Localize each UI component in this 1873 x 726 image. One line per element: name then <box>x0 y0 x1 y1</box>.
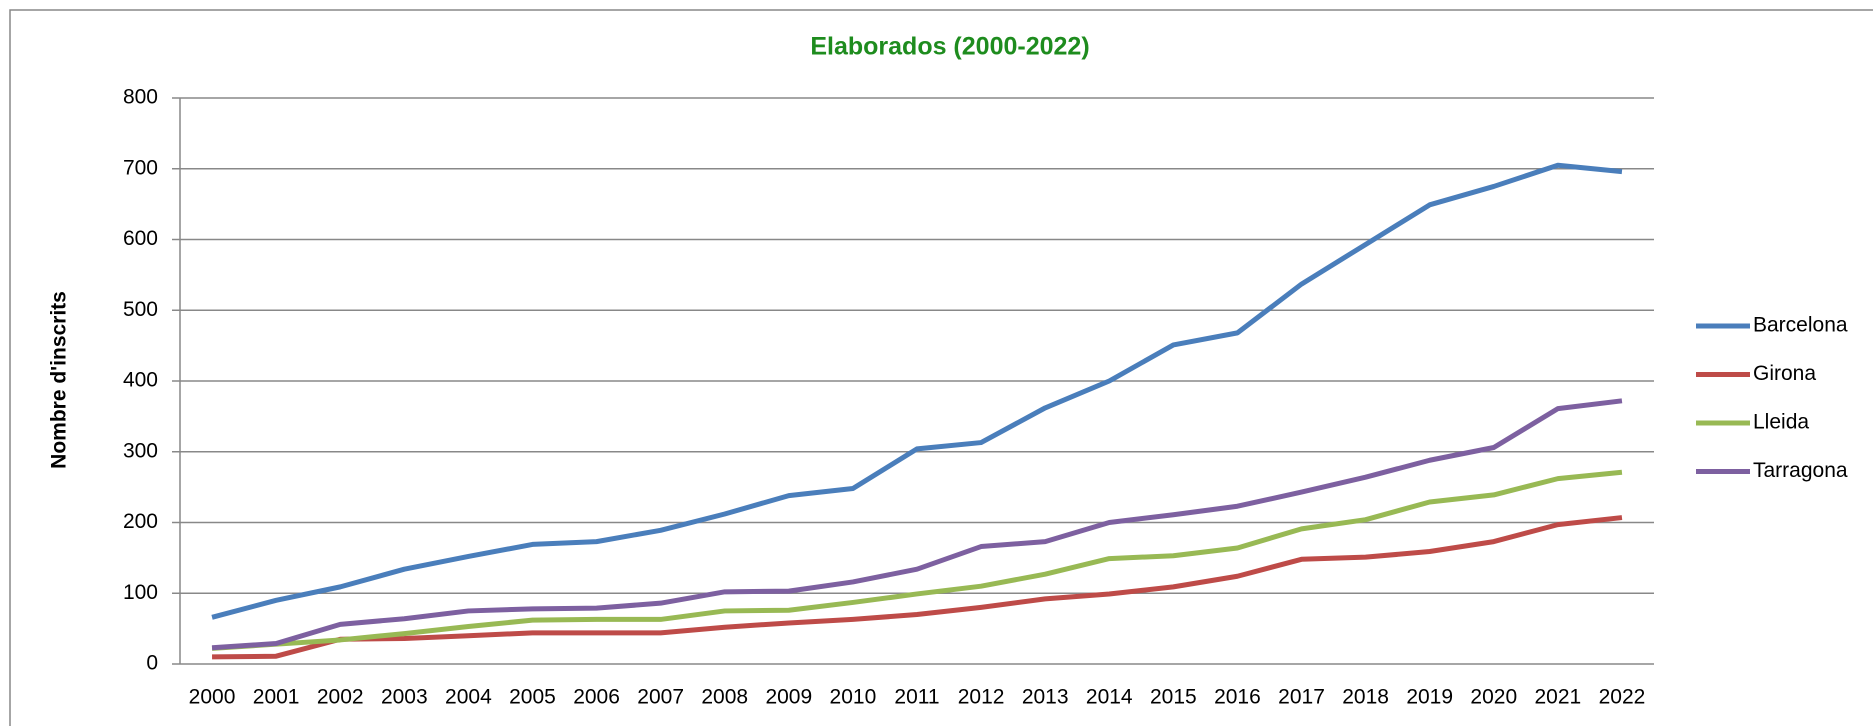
x-tick-label: 2008 <box>701 686 748 709</box>
legend-label: Girona <box>1753 362 1816 385</box>
x-tick-label: 2015 <box>1150 686 1197 709</box>
series-line <box>212 515 1623 660</box>
series-line <box>211 398 1623 651</box>
legend-label: Barcelona <box>1753 314 1848 337</box>
y-axis-label: Nombre d'inscrits <box>48 291 71 469</box>
x-tick-label: 2003 <box>381 686 428 709</box>
y-tick-label: 600 <box>123 227 158 250</box>
x-tick-label: 2010 <box>830 686 877 709</box>
x-tick-label: 2014 <box>1086 686 1133 709</box>
x-tick-label: 2021 <box>1535 686 1582 709</box>
x-tick-label: 2018 <box>1342 686 1389 709</box>
x-tick-label: 2016 <box>1214 686 1261 709</box>
y-tick-label: 200 <box>123 510 158 533</box>
x-tick-label: 2001 <box>253 686 300 709</box>
x-tick-label: 2020 <box>1470 686 1517 709</box>
x-tick-label: 2013 <box>1022 686 1069 709</box>
y-tick-label: 700 <box>123 156 158 179</box>
x-tick-label: 2006 <box>573 686 620 709</box>
legend-label: Lleida <box>1753 411 1809 434</box>
series-line <box>211 162 1623 620</box>
x-tick-label: 2019 <box>1406 686 1453 709</box>
y-tick-label: 300 <box>123 439 158 462</box>
series-line <box>211 469 1623 651</box>
chart-frame <box>9 9 1873 726</box>
y-tick-label: 100 <box>123 581 158 604</box>
legend-label: Tarragona <box>1753 459 1848 482</box>
x-tick-label: 2012 <box>958 686 1005 709</box>
x-tick-label: 2000 <box>189 686 236 709</box>
y-tick-label: 0 <box>146 652 158 675</box>
x-tick-label: 2022 <box>1599 686 1646 709</box>
y-tick-label: 800 <box>123 86 158 109</box>
x-tick-label: 2002 <box>317 686 364 709</box>
x-tick-label: 2009 <box>765 686 812 709</box>
x-tick-label: 2011 <box>894 686 939 709</box>
x-tick-label: 2007 <box>637 686 684 709</box>
x-tick-label: 2005 <box>509 686 556 709</box>
y-tick-label: 500 <box>123 298 158 321</box>
y-tick-label: 400 <box>123 369 158 392</box>
chart-title: Elaborados (2000-2022) <box>810 33 1089 61</box>
x-tick-label: 2004 <box>445 686 492 709</box>
x-tick-label: 2017 <box>1278 686 1325 709</box>
